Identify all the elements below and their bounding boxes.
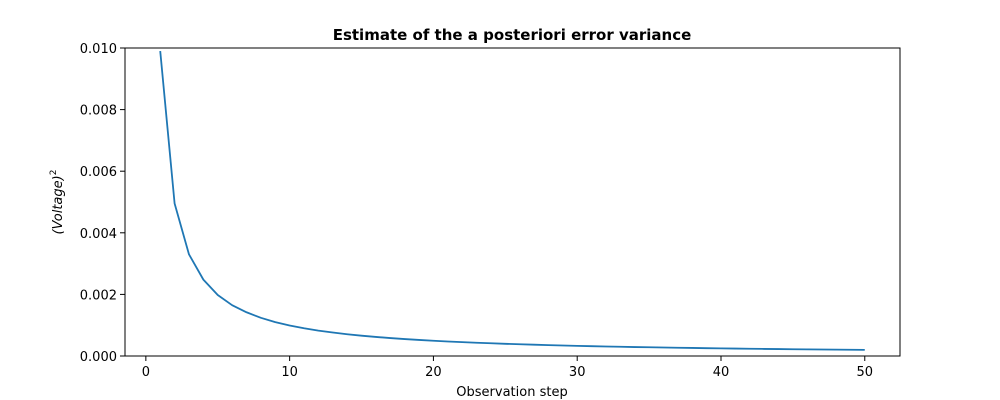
y-tick-label: 0.000: [80, 350, 117, 365]
y-tick-label: 0.002: [80, 288, 117, 303]
y-tick-label: 0.004: [80, 227, 117, 242]
x-tick-label: 20: [425, 365, 442, 380]
plot-area: [124, 47, 901, 357]
series-layer: [159, 50, 865, 351]
chart-title: Estimate of the a posteriori error varia…: [333, 26, 692, 44]
y-axis-label: (Voltage)2: [49, 170, 66, 235]
y-axis-ticks: 0.000 0.002 0.004 0.006 0.008 0.010: [80, 42, 125, 365]
plot-frame: [124, 47, 901, 357]
x-axis-ticks: 0 10 20 30 40 50: [142, 356, 873, 380]
x-tick-label: 30: [569, 365, 586, 380]
x-tick-label: 0: [142, 365, 150, 380]
x-tick-label: 10: [281, 365, 298, 380]
y-axis-label-superscript: 2: [49, 170, 59, 176]
y-axis-label-main: (Voltage): [51, 175, 66, 234]
series-line: [159, 50, 865, 351]
y-tick-label: 0.010: [80, 42, 117, 57]
x-axis-label: Observation step: [456, 385, 567, 400]
y-tick-label: 0.006: [80, 165, 117, 180]
x-tick-label: 40: [713, 365, 730, 380]
y-tick-label: 0.008: [80, 104, 117, 119]
x-tick-label: 50: [856, 365, 873, 380]
